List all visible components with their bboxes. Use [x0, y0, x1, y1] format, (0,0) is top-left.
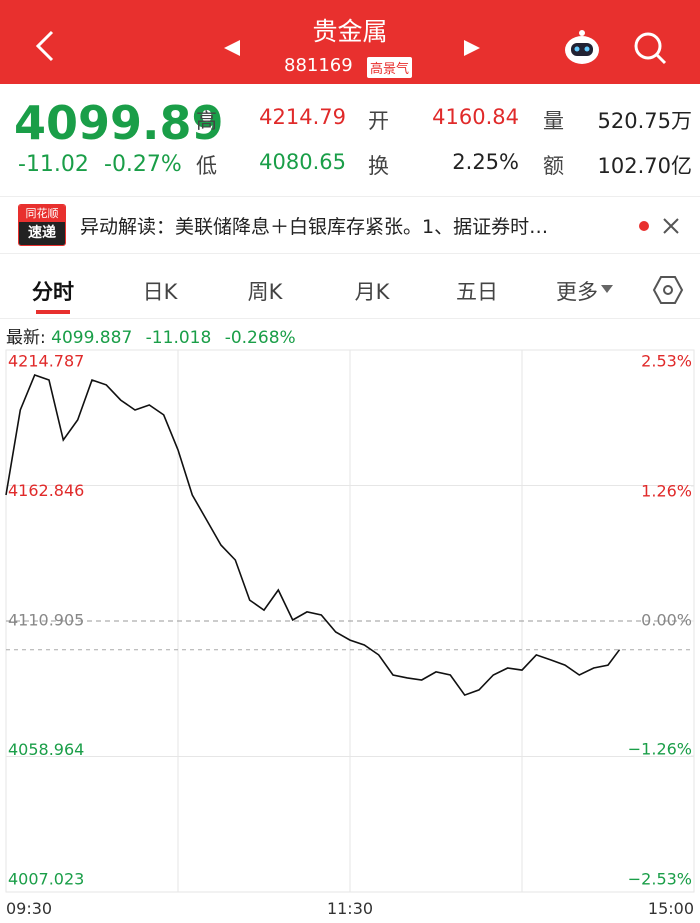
- field-label: 量: [543, 109, 564, 133]
- field-label: 开: [368, 109, 389, 133]
- y-tick-label: 4007.023: [8, 870, 84, 889]
- x-tick-label: 15:00: [648, 899, 694, 918]
- price: 4099.89: [14, 96, 224, 150]
- field-value: 4080.65: [259, 150, 346, 174]
- y2-tick-label: 2.53%: [641, 352, 692, 371]
- tab[interactable]: 月K: [354, 280, 390, 304]
- tab[interactable]: 五日: [456, 280, 498, 304]
- header: 贵金属 881169 高景气: [0, 0, 700, 84]
- back-button[interactable]: [30, 28, 60, 64]
- assistant-icon[interactable]: [562, 28, 602, 68]
- dropdown-arrow: [601, 285, 613, 293]
- tab[interactable]: 更多: [556, 280, 598, 304]
- field-label: 额: [543, 154, 564, 178]
- y2-tick-label: 0.00%: [641, 611, 692, 630]
- title: 贵金属: [312, 17, 388, 46]
- tab-indicator: [36, 310, 70, 314]
- settings-icon[interactable]: [652, 274, 684, 306]
- news-text: 异动解读：美联储降息＋白银库存紧张。1、据证券时…: [80, 216, 549, 238]
- tab[interactable]: 周K: [247, 280, 283, 304]
- y2-tick-label: −1.26%: [628, 739, 692, 758]
- latest-pct: -0.268%: [224, 328, 296, 348]
- divider: [0, 318, 700, 319]
- logo-top: 同花顺: [19, 205, 65, 222]
- field-value: 102.70亿: [597, 154, 692, 178]
- intraday-chart: 09:30 11:30 15:00 4214.787 4162.846 4110.905 4…: [5, 349, 695, 918]
- y2-tick-label: −2.53%: [628, 870, 692, 889]
- badge: 高景气: [367, 57, 413, 78]
- y-tick-label: 4058.964: [8, 740, 84, 759]
- y-tick-label: 4110.905: [8, 611, 84, 630]
- field-value: 520.75万: [597, 109, 692, 133]
- logo-bottom: 速递: [19, 222, 65, 245]
- tab[interactable]: 日K: [142, 280, 178, 304]
- news-bar[interactable]: [0, 196, 700, 254]
- next-button[interactable]: [462, 38, 482, 58]
- field-label: 高: [196, 109, 217, 133]
- y-tick-label: 4162.846: [8, 481, 84, 500]
- field-value: 2.25%: [452, 150, 519, 174]
- code: 881169: [284, 55, 353, 76]
- field-label: 换: [368, 154, 389, 178]
- y-tick-label: 4214.787: [8, 352, 84, 371]
- latest-change: -11.018: [145, 328, 212, 348]
- x-tick-label: 09:30: [6, 899, 52, 918]
- price-line: [5, 373, 621, 697]
- news-controls[interactable]: [634, 216, 684, 236]
- news-logo: 同花顺 速递: [18, 204, 66, 246]
- tab[interactable]: 分时: [32, 280, 74, 304]
- latest-line: 最新: 4099.887 -11.018 -0.268%: [6, 323, 296, 348]
- y2-tick-label: 1.26%: [641, 482, 692, 501]
- change-pct: -0.27%: [104, 152, 182, 177]
- search-icon[interactable]: [632, 30, 668, 66]
- field-value: 4160.84: [432, 105, 519, 129]
- change: -11.02: [18, 152, 89, 177]
- field-label: 低: [196, 154, 217, 178]
- latest-price: 4099.887: [51, 328, 133, 348]
- latest-label: 最新:: [6, 328, 46, 348]
- x-tick-label: 11:30: [327, 899, 373, 918]
- field-value: 4214.79: [259, 105, 346, 129]
- prev-button[interactable]: [222, 38, 242, 58]
